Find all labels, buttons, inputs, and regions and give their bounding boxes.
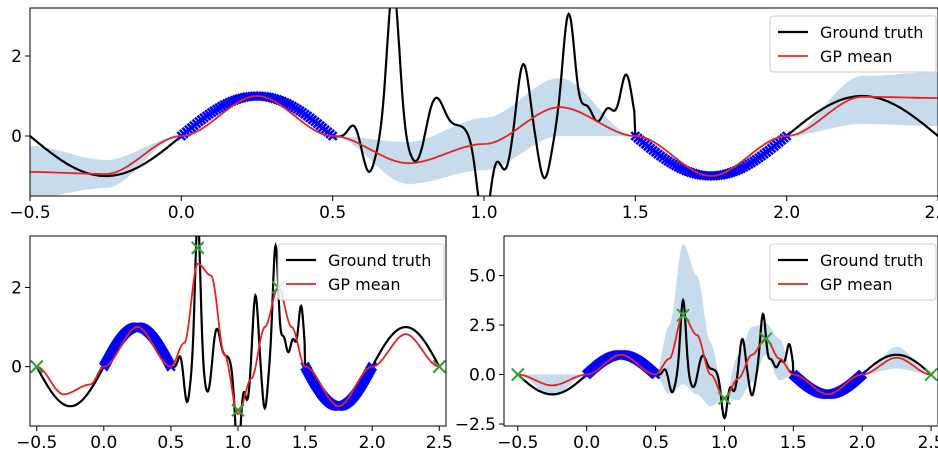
x-tick-label: 1.5 xyxy=(292,433,319,450)
x-tick-label: −0.5 xyxy=(9,203,50,223)
legend-label: GP mean xyxy=(820,47,893,66)
x-tick-label: 0.0 xyxy=(573,433,600,450)
test-point-1 xyxy=(676,308,690,322)
legend-box xyxy=(769,243,937,301)
legend-label: Ground truth xyxy=(820,251,923,270)
y-tick-label: 5.0 xyxy=(469,267,496,287)
y-tick-label: −2.5 xyxy=(455,415,496,435)
legend-label: GP mean xyxy=(328,275,401,294)
gp-mean-line xyxy=(517,314,932,400)
chart-panel-top: −0.5 0.0 0.5 1.0 1.5 2.0 2.5 0 2 Ground truth GP m… xyxy=(9,7,938,223)
train-points-0 xyxy=(98,322,176,372)
x-tick-label: 1.0 xyxy=(470,203,497,223)
x-tick-label: 0.5 xyxy=(319,203,346,223)
legend-box xyxy=(769,15,937,73)
train-points-1 xyxy=(630,131,792,181)
x-tick-label: 1.5 xyxy=(780,433,807,450)
uncertainty-band xyxy=(517,243,932,407)
legend-box xyxy=(277,243,445,301)
x-tick-label: 1.0 xyxy=(711,433,738,450)
test-point-2 xyxy=(231,403,245,417)
chart-panel-bottom-right: −0.5 0.0 0.5 1.0 1.5 2.0 2.5 −2.5 0.0 2.5 5.0 Groun… xyxy=(455,235,938,450)
ground-truth-line xyxy=(516,297,932,420)
legend-label: GP mean xyxy=(820,275,893,294)
x-tick-label: 2.5 xyxy=(918,433,938,450)
axes-frame xyxy=(503,235,938,427)
y-tick-label: 2.5 xyxy=(469,316,496,336)
x-tick-label: 2.0 xyxy=(849,433,876,450)
test-point-0 xyxy=(30,359,44,374)
x-tick-label: 1.0 xyxy=(224,433,251,450)
plot-area xyxy=(30,8,938,196)
uncertainty-band xyxy=(30,72,938,196)
x-tick-label: 0.5 xyxy=(642,433,669,450)
x-tick-label: 0.5 xyxy=(157,433,184,450)
x-tick-label: 1.5 xyxy=(622,203,649,223)
legend-label: Ground truth xyxy=(328,251,431,270)
legend-label: Ground truth xyxy=(820,23,923,42)
test-point-1 xyxy=(191,241,205,255)
test-point-3 xyxy=(759,332,773,346)
test-point-2 xyxy=(717,391,732,405)
x-tick-label: 2.5 xyxy=(426,433,453,450)
test-point-4 xyxy=(924,367,938,382)
gp-mean-line xyxy=(36,262,440,416)
test-point-4 xyxy=(432,359,446,374)
chart-panel-bottom-left: −0.5 0.0 0.5 1.0 1.5 2.0 2.5 0 2 Ground truth GP m… xyxy=(11,235,453,450)
y-tick-label: 0 xyxy=(11,127,22,147)
legend: Ground truth GP mean xyxy=(277,243,445,301)
train-points-1 xyxy=(300,361,378,412)
x-tick-label: −0.5 xyxy=(16,433,57,450)
y-tick-label: 0 xyxy=(11,358,22,378)
plot-area xyxy=(516,243,932,420)
test-point-0 xyxy=(511,367,525,382)
x-tick-label: −0.5 xyxy=(497,433,538,450)
y-tick-label: 0.0 xyxy=(469,366,496,386)
x-tick-label: 0.0 xyxy=(168,203,195,223)
y-tick-label: 2 xyxy=(11,47,22,67)
x-tick-label: 2.0 xyxy=(773,203,800,223)
x-tick-label: 0.0 xyxy=(90,433,117,450)
y-tick-label: 2 xyxy=(11,278,22,298)
plot-area xyxy=(35,236,441,426)
legend: Ground truth GP mean xyxy=(769,243,937,301)
x-tick-label: 2.0 xyxy=(359,433,386,450)
train-points-0 xyxy=(176,91,338,141)
legend: Ground truth GP mean xyxy=(769,15,937,73)
x-tick-label: 2.5 xyxy=(924,203,938,223)
gp-mean-line xyxy=(30,95,938,177)
